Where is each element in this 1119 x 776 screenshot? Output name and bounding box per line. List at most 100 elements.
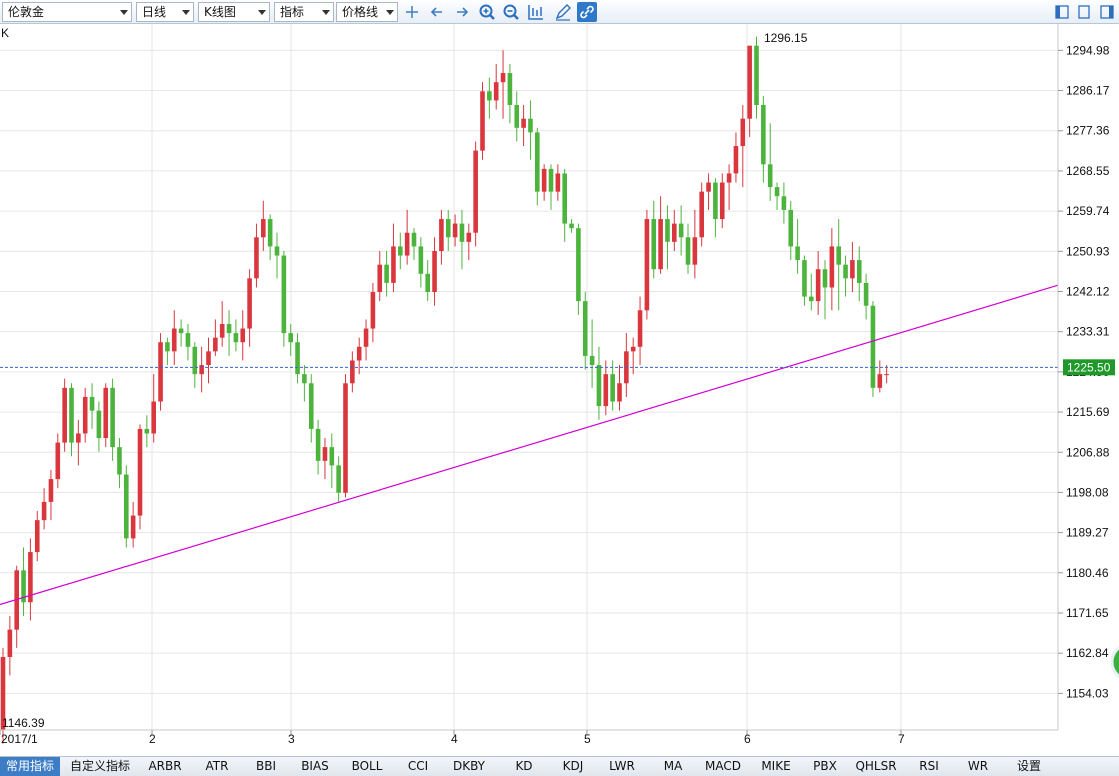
trendline[interactable]: [0, 284, 1059, 606]
candle: [829, 228, 835, 311]
tab-indicator[interactable]: MIKE: [761, 759, 791, 773]
candle: [576, 223, 581, 315]
tab-indicator[interactable]: MACD: [705, 759, 741, 773]
bar-chart-icon[interactable]: [526, 2, 546, 22]
period-dropdown[interactable]: 日线: [136, 2, 194, 22]
candle-body: [610, 374, 615, 402]
scroll-right-button[interactable]: [1110, 644, 1119, 680]
candle-body: [62, 387, 67, 443]
candle: [295, 333, 300, 384]
crosshair-icon[interactable]: [402, 2, 422, 22]
candle: [713, 177, 718, 238]
tab-indicator[interactable]: CCI: [407, 759, 429, 773]
candle: [569, 219, 574, 233]
zoom-out-icon[interactable]: [501, 2, 521, 22]
tab-indicator[interactable]: LWR: [609, 759, 635, 773]
candle-body: [802, 260, 807, 297]
candle: [761, 95, 766, 183]
candle: [439, 209, 444, 265]
candle-body: [788, 209, 794, 247]
link-icon[interactable]: [577, 2, 597, 22]
candle: [281, 250, 287, 347]
candle-body: [829, 246, 835, 288]
symbol-dropdown[interactable]: 伦敦金: [2, 2, 132, 22]
candle: [124, 465, 129, 548]
arrow-left-icon[interactable]: [427, 2, 447, 22]
candle-body: [713, 182, 718, 220]
tab-indicator[interactable]: 常用指标: [0, 757, 60, 776]
candle-body: [699, 191, 704, 238]
candle: [158, 333, 163, 411]
candle-body: [322, 447, 328, 461]
indicator-dropdown[interactable]: 指标: [274, 2, 334, 22]
tab-indicator[interactable]: 自定义指标: [69, 759, 130, 773]
candle-body: [247, 278, 252, 329]
candle-body: [836, 246, 841, 265]
candle-body: [439, 219, 444, 251]
candle: [809, 273, 814, 311]
candle: [110, 378, 115, 461]
line-type-dropdown[interactable]: 价格线: [336, 2, 398, 22]
zoom-in-icon[interactable]: [477, 2, 497, 22]
candle: [62, 378, 67, 452]
candle: [658, 196, 663, 274]
candle-body: [637, 310, 643, 347]
candle-body: [240, 328, 246, 343]
tab-indicator[interactable]: QHLSR: [855, 759, 897, 773]
indicator-label: 指标: [280, 5, 305, 19]
tab-indicator[interactable]: BOLL: [351, 759, 383, 773]
candle-body: [384, 264, 389, 283]
candle: [507, 63, 513, 124]
price-tick-label: 1242.12: [1066, 284, 1110, 298]
tab-indicator[interactable]: ATR: [205, 759, 229, 773]
tab-indicator[interactable]: ARBR: [148, 759, 182, 773]
candle: [856, 246, 862, 302]
candle: [692, 209, 698, 279]
date-axis: 2017/1 2 3 4 5 6 7: [0, 730, 905, 746]
candlestick-chart[interactable]: K 1294.98 1286.17 1277.36 1268.55 1259.74 125…: [0, 24, 1119, 756]
candle: [213, 319, 218, 356]
pencil-icon[interactable]: [553, 2, 573, 22]
candle-body: [507, 73, 513, 105]
candle-body: [144, 428, 150, 434]
candle: [706, 173, 711, 210]
candle: [562, 168, 567, 242]
chart-title: K: [1, 26, 9, 40]
tab-indicator[interactable]: RSI: [919, 759, 939, 773]
candle-body: [103, 387, 109, 439]
candle: [89, 383, 95, 429]
price-tick-label: 1268.55: [1066, 164, 1110, 178]
tab-indicator[interactable]: MA: [663, 759, 683, 773]
tab-indicator[interactable]: WR: [967, 759, 989, 773]
candle-body: [226, 323, 232, 334]
layout-left-icon[interactable]: [1052, 2, 1072, 22]
candle: [795, 219, 800, 274]
tab-indicator[interactable]: PBX: [813, 759, 837, 773]
candle-body: [178, 328, 184, 334]
chevron-down-icon: [120, 10, 128, 15]
tab-indicator[interactable]: DKBY: [452, 759, 485, 773]
candle-body: [370, 292, 376, 329]
tab-indicator[interactable]: BBI: [255, 759, 276, 773]
tab-indicator[interactable]: KD: [515, 759, 533, 773]
candle-body: [528, 118, 533, 133]
candle: [7, 615, 13, 676]
candle: [82, 387, 88, 443]
candle: [850, 241, 855, 293]
chevron-down-icon: [386, 10, 394, 15]
arrow-right-icon[interactable]: [452, 2, 472, 22]
candle: [603, 360, 609, 416]
layout-right-icon[interactable]: [1097, 2, 1117, 22]
candle-body: [329, 447, 335, 466]
candle-body: [719, 182, 725, 220]
candle-body: [870, 305, 876, 388]
tab-indicator[interactable]: BIAS: [301, 759, 329, 773]
chart-type-dropdown[interactable]: K线图: [198, 2, 270, 22]
period-label: 日线: [142, 5, 167, 19]
candle: [350, 351, 355, 393]
candle: [822, 260, 828, 320]
layout-single-icon[interactable]: [1074, 2, 1094, 22]
tab-indicator[interactable]: 设置: [1016, 759, 1041, 773]
candle-body: [473, 150, 478, 233]
tab-indicator[interactable]: KDJ: [562, 759, 584, 773]
